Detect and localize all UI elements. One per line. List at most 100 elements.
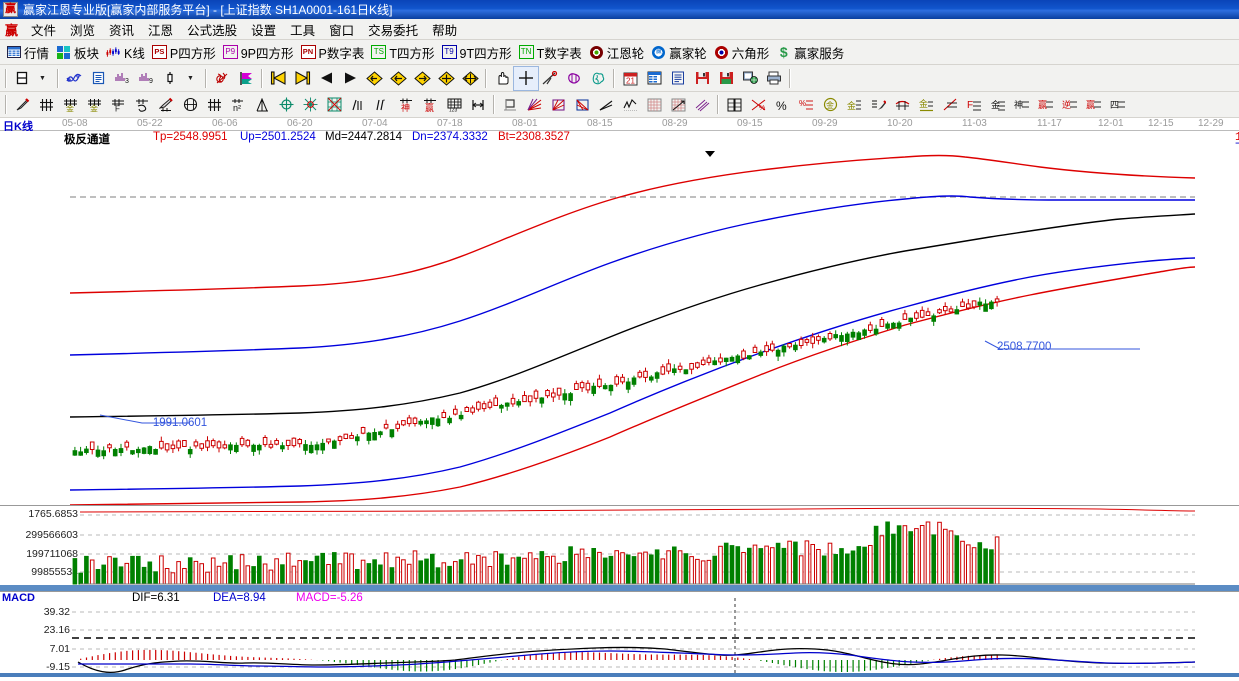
percent-grid-icon[interactable]: % [794, 93, 818, 116]
menu-item-window[interactable]: 窗口 [329, 23, 355, 38]
fan-box2-icon[interactable] [570, 93, 594, 116]
target-circle-icon[interactable] [274, 93, 298, 116]
sub-indicator-9-icon[interactable]: 9 [134, 67, 158, 90]
grid-web-icon[interactable] [322, 93, 346, 116]
pen-draw-icon[interactable] [10, 93, 34, 116]
gann-fan-tool-icon[interactable] [210, 67, 234, 90]
menu-item-news[interactable]: 资讯 [109, 23, 135, 38]
gold-circle-icon[interactable]: 金 [818, 93, 842, 116]
print-icon[interactable] [762, 67, 786, 90]
span-measure-icon[interactable] [466, 93, 490, 116]
slope-red-b-icon[interactable]: 赢 [1082, 93, 1106, 116]
radial-web-icon[interactable] [298, 93, 322, 116]
rect-box-icon[interactable] [498, 93, 522, 116]
flag-marker-icon[interactable] [234, 67, 258, 90]
shen-grid-icon[interactable]: 神 [394, 93, 418, 116]
bridge-grid-icon[interactable] [890, 93, 914, 116]
candle-width-dropdown-icon[interactable]: ▼ [187, 74, 194, 82]
n-squared-icon[interactable]: n² [226, 93, 250, 116]
toolbar-button-winner-service[interactable]: $ 赢家服务 [774, 42, 849, 63]
zoom-expand-icon[interactable] [458, 67, 482, 90]
export-icon[interactable] [738, 67, 762, 90]
menu-item-file[interactable]: 文件 [31, 23, 57, 38]
save-as-icon[interactable] [714, 67, 738, 90]
report-clipboard-icon[interactable] [86, 67, 110, 90]
nav-prev-icon[interactable] [314, 67, 338, 90]
horizontal-scrollbar[interactable] [0, 585, 1239, 591]
percent-icon[interactable]: % [770, 93, 794, 116]
gann-gold-grid2-icon[interactable]: 金 [82, 93, 106, 116]
menu-item-trade[interactable]: 交易委托 [368, 23, 419, 38]
menu-item-gann[interactable]: 江恩 [148, 23, 174, 38]
sub-indicator-3-icon[interactable]: 3 [110, 67, 134, 90]
slope-red-a-icon[interactable]: 逆 [1058, 93, 1082, 116]
volume-panel[interactable]: 1765.6853 299566603 199711068 99855534 [0, 505, 1239, 591]
crosshair-icon[interactable] [513, 65, 539, 91]
gann-f-grid-icon[interactable]: F [106, 93, 130, 116]
toolbar-button-9p-square[interactable]: P9 9P四方形 [221, 42, 299, 63]
toolbar-button-quotes[interactable]: 行情 [4, 42, 54, 63]
pen-mark-icon[interactable] [866, 93, 890, 116]
period-dropdown-icon[interactable]: ▼ [39, 74, 46, 82]
measure-tool-icon[interactable] [538, 67, 562, 90]
slope-ying-icon[interactable]: 赢 [1034, 93, 1058, 116]
toolbar-button-sector[interactable]: 板块 [54, 42, 104, 63]
zigzag-line-icon[interactable] [618, 93, 642, 116]
toolbar-button-hexagon[interactable]: 六角形 [712, 42, 775, 63]
gold-underline-icon[interactable]: 金 [914, 93, 938, 116]
matrix-table-icon[interactable] [722, 93, 746, 116]
zoom-right-icon[interactable] [410, 67, 434, 90]
fine-grid-arrow-icon[interactable] [666, 93, 690, 116]
macd-panel[interactable]: MACD DIF=6.31 DEA=8.94 MACD=-5.26 39.32 … [0, 591, 1239, 677]
notes-icon[interactable] [666, 67, 690, 90]
toolbar-button-t-square[interactable]: TS T四方形 [369, 42, 439, 63]
toolbar-button-t-number-table[interactable]: TN T数字表 [517, 42, 587, 63]
number-grid-icon[interactable]: 123 [442, 93, 466, 116]
data-table-icon[interactable] [642, 67, 666, 90]
channel-marker-icon[interactable] [346, 93, 370, 116]
nav-next-icon[interactable] [338, 67, 362, 90]
slope-shen-icon[interactable]: 神 [1010, 93, 1034, 116]
menu-item-help[interactable]: 帮助 [432, 23, 458, 38]
main-price-chart[interactable]: 2508.7700 -1991.0601 [0, 145, 1239, 505]
toolbar-button-kline[interactable]: K线 [104, 42, 150, 63]
parallel-lines-icon[interactable] [690, 93, 714, 116]
slope-four-icon[interactable]: 四 [1106, 93, 1130, 116]
slope-f-icon[interactable]: F [962, 93, 986, 116]
toolbar-button-p-number-table[interactable]: PN P数字表 [299, 42, 370, 63]
angle-fan-icon[interactable] [250, 93, 274, 116]
menu-item-browse[interactable]: 浏览 [70, 23, 96, 38]
multi-grid-icon[interactable] [202, 93, 226, 116]
fine-grid-icon[interactable] [642, 93, 666, 116]
pattern-shape-icon[interactable] [562, 67, 586, 90]
hand-pan-icon[interactable] [490, 67, 514, 90]
brain-analysis-icon[interactable] [586, 67, 610, 90]
slope-j-icon[interactable] [938, 93, 962, 116]
toolbar-button-winner-wheel[interactable]: 赢 赢家轮 [649, 42, 712, 63]
calendar-icon[interactable]: 21 [618, 67, 642, 90]
gann-gold-grid-icon[interactable]: 金 [58, 93, 82, 116]
menu-item-formula-stock-pick[interactable]: 公式选股 [187, 23, 238, 38]
circle-grid-icon[interactable] [178, 93, 202, 116]
ying-grid-icon[interactable]: 赢 [418, 93, 442, 116]
gold-grid-icon[interactable]: 金 [842, 93, 866, 116]
candle-width-icon[interactable] [158, 67, 182, 90]
double-channel-icon[interactable]: " [370, 93, 394, 116]
nav-first-icon[interactable] [266, 67, 290, 90]
fan-box-icon[interactable] [546, 93, 570, 116]
toolbar-button-9t-square[interactable]: T9 9T四方形 [440, 42, 517, 63]
zoom-left-icon[interactable] [362, 67, 386, 90]
percent-fan-icon[interactable]: % [746, 93, 770, 116]
zoom-left2-icon[interactable] [386, 67, 410, 90]
overlay-lines-icon[interactable] [62, 67, 86, 90]
toolbar-button-p-square[interactable]: PS P四方形 [150, 42, 221, 63]
fan-lines-red-icon[interactable] [522, 93, 546, 116]
period-day-icon[interactable] [10, 67, 34, 90]
menu-item-settings[interactable]: 设置 [251, 23, 277, 38]
slope-gold-icon[interactable]: 金 [986, 93, 1010, 116]
menu-item-tools[interactable]: 工具 [290, 23, 316, 38]
pen-grid-icon[interactable] [154, 93, 178, 116]
trend-lines-icon[interactable] [594, 93, 618, 116]
zoom-center-icon[interactable] [434, 67, 458, 90]
save-icon[interactable] [690, 67, 714, 90]
